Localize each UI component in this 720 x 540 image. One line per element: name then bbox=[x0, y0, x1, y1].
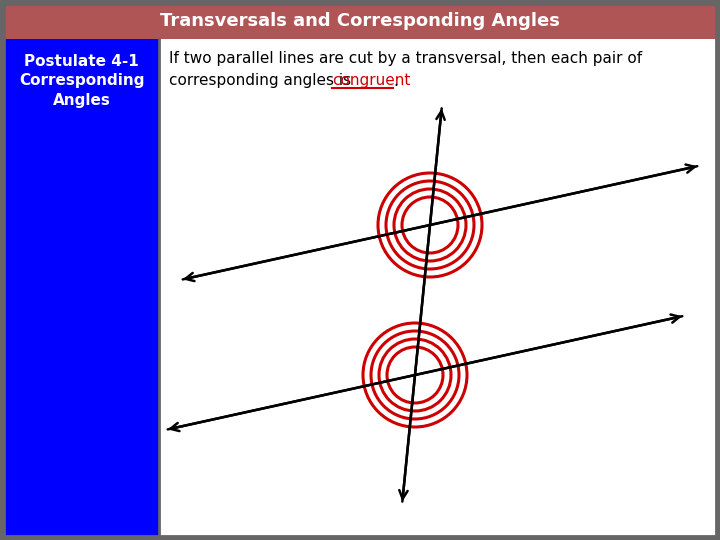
Text: Transversals and Corresponding Angles: Transversals and Corresponding Angles bbox=[160, 12, 560, 30]
Text: corresponding angles is: corresponding angles is bbox=[169, 73, 356, 89]
Text: If two parallel lines are cut by a transversal, then each pair of: If two parallel lines are cut by a trans… bbox=[169, 51, 642, 66]
Bar bbox=[4, 4, 716, 39]
Text: .: . bbox=[393, 73, 398, 89]
Text: congruent: congruent bbox=[332, 73, 410, 89]
Text: Angles: Angles bbox=[53, 93, 110, 109]
Text: Postulate 4-1: Postulate 4-1 bbox=[24, 53, 139, 69]
Bar bbox=[4, 39, 159, 536]
Text: Corresponding: Corresponding bbox=[19, 73, 144, 89]
